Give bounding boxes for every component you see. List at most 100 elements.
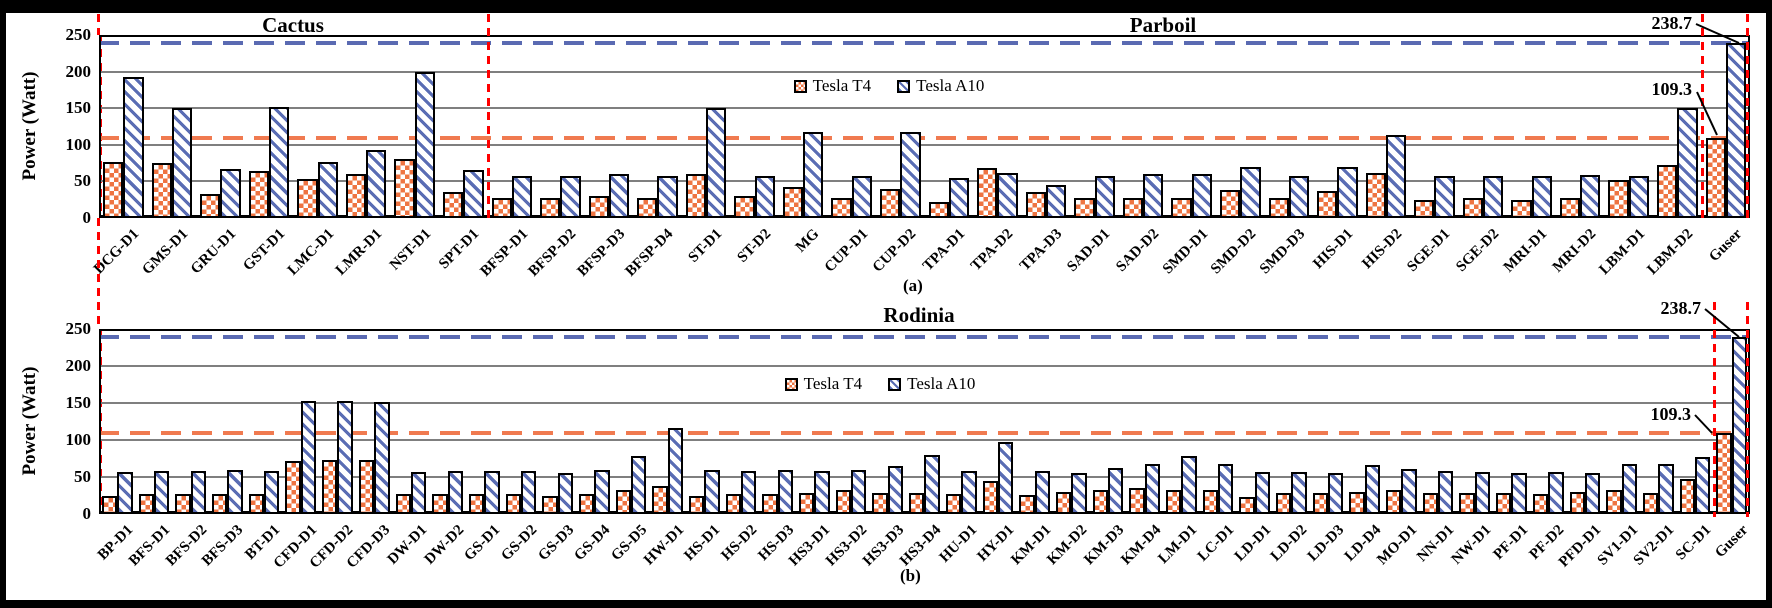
bar-group-bfsp-d4 — [633, 175, 682, 218]
bar-group-gst-d1 — [245, 107, 294, 218]
bar-a-bfsp-d4-tesla-t4 — [637, 197, 658, 218]
bar-group-hs3-d2 — [833, 470, 870, 514]
bar-b-dw-d1-tesla-a10 — [410, 471, 427, 514]
bar-group-pf-d2 — [1530, 471, 1567, 514]
bar-a-spt-d1-tesla-a10 — [463, 169, 484, 218]
plot-top-border — [99, 35, 1750, 37]
bar-a-mri-d2-tesla-a10 — [1580, 174, 1601, 218]
bar-a-cup-d2-tesla-t4 — [880, 188, 901, 218]
bar-b-gs-d5-tesla-t4 — [615, 490, 631, 514]
bar-group-bfsp-d1 — [488, 175, 537, 218]
bar-a-tpa-d1-tesla-t4 — [928, 201, 949, 218]
legend-item-tesla-t4: Tesla T4 — [784, 374, 863, 394]
bar-b-gs-d2-tesla-a10 — [520, 471, 537, 514]
y-tick-label-0: 0 — [82, 208, 92, 227]
bar-a-gru-d1-tesla-a10 — [220, 168, 241, 218]
bar-group-spt-d1 — [439, 169, 488, 218]
bar-b-ld-d2-tesla-t4 — [1276, 493, 1292, 514]
legend-item-tesla-a10: Tesla A10 — [897, 76, 984, 96]
bar-group-bfsp-d3 — [585, 174, 634, 218]
bar-group-his-d1 — [1313, 166, 1362, 218]
bar-b-cfd-d1-tesla-a10 — [300, 400, 317, 514]
bar-a-st-d1-tesla-t4 — [685, 174, 707, 218]
bar-b-mo-d1-tesla-t4 — [1386, 489, 1402, 514]
bar-b-nn-d1-tesla-a10 — [1438, 471, 1454, 514]
bar-b-pfd-d1-tesla-a10 — [1584, 473, 1601, 514]
bar-group-gms-d1 — [148, 108, 197, 218]
bar-group-bfsp-d2 — [536, 175, 585, 218]
bar-b-cfd-d3-tesla-a10 — [374, 401, 390, 514]
bar-b-dw-d1-tesla-t4 — [395, 494, 411, 514]
right-frame-band — [1766, 0, 1772, 608]
bar-group-sad-d2 — [1119, 174, 1168, 218]
bar-b-sv1-d1-tesla-a10 — [1621, 464, 1637, 514]
bar-b-bp-d1-tesla-t4 — [102, 495, 118, 514]
legend-label: Tesla T4 — [803, 374, 863, 393]
bar-b-hs3-d3-tesla-t4 — [872, 493, 888, 514]
bar-a-lbm-d1-tesla-a10 — [1628, 175, 1649, 218]
bar-a-guser-tesla-t4 — [1705, 138, 1726, 218]
bar-a-bfsp-d2-tesla-a10 — [560, 175, 581, 218]
bar-b-guser-tesla-a10 — [1731, 337, 1747, 514]
bar-group-dw-d1 — [393, 471, 430, 514]
plot-area-b — [99, 329, 1750, 514]
bar-group-sge-d1 — [1410, 175, 1459, 218]
bar-group-lm-d1 — [1163, 455, 1200, 514]
bar-group-cfd-d1 — [282, 400, 319, 514]
bar-group-ld-d1 — [1236, 471, 1273, 514]
bar-group-hs3-d3 — [869, 465, 906, 514]
y-tick-label-100: 100 — [65, 430, 92, 449]
bar-a-smd-d1-tesla-a10 — [1191, 174, 1212, 218]
bar-b-dw-d2-tesla-a10 — [447, 471, 463, 514]
bar-group-hs-d2 — [723, 471, 760, 514]
bar-a-nst-d1-tesla-a10 — [414, 71, 435, 218]
y-axis-label-a: Power (Watt) — [19, 71, 40, 181]
bar-a-bfsp-d1-tesla-a10 — [511, 175, 533, 218]
bar-group-gru-d1 — [196, 168, 245, 218]
bar-b-lc-d1-tesla-a10 — [1217, 464, 1234, 514]
red-divider-boundary-33 — [1701, 14, 1705, 221]
bar-group-bp-d1 — [99, 471, 136, 514]
bar-group-mri-d1 — [1507, 176, 1556, 218]
bar-b-bt-d1-tesla-a10 — [264, 471, 280, 514]
bar-b-sv2-d1-tesla-a10 — [1658, 463, 1674, 514]
bar-a-sad-d2-tesla-t4 — [1122, 197, 1144, 218]
bar-group-ld-d4 — [1346, 465, 1383, 514]
bar-b-hu-d1-tesla-t4 — [945, 494, 962, 514]
bar-b-bt-d1-tesla-t4 — [248, 494, 265, 514]
bar-b-pf-d2-tesla-t4 — [1532, 494, 1549, 514]
bar-a-mri-d2-tesla-t4 — [1559, 197, 1581, 218]
bar-group-sad-d1 — [1070, 175, 1119, 218]
bar-group-pf-d1 — [1493, 473, 1530, 514]
bar-a-lbm-d1-tesla-t4 — [1608, 179, 1629, 218]
bar-a-smd-d3-tesla-t4 — [1268, 197, 1289, 218]
red-divider-boundary-34 — [1746, 14, 1749, 221]
bar-a-bfsp-d4-tesla-a10 — [657, 175, 678, 218]
red-divider-boundary-45 — [1746, 302, 1749, 517]
bar-a-mri-d1-tesla-a10 — [1531, 176, 1552, 218]
y-tick-label-150: 150 — [65, 98, 92, 118]
red-divider-boundary-44 — [1713, 302, 1717, 517]
y-axis-label-b: Power (Watt) — [19, 366, 40, 476]
bar-a-bfsp-d1-tesla-t4 — [491, 197, 512, 218]
bar-b-nw-d1-tesla-t4 — [1459, 493, 1475, 514]
bar-a-lbm-d2-tesla-t4 — [1657, 165, 1678, 218]
bar-a-dcg-d1-tesla-t4 — [103, 161, 124, 218]
bar-a-sad-d1-tesla-a10 — [1094, 175, 1115, 218]
bar-group-km-d4 — [1126, 463, 1163, 514]
suite-title-parboil: Parboil — [1129, 13, 1197, 37]
bar-a-mg-tesla-a10 — [803, 132, 824, 218]
bar-a-bfsp-d3-tesla-t4 — [588, 196, 609, 218]
bar-b-ld-d1-tesla-t4 — [1239, 496, 1255, 514]
bar-group-tpa-d3 — [1022, 185, 1071, 218]
bar-a-sge-d1-tesla-a10 — [1434, 175, 1455, 218]
bar-group-smd-d1 — [1167, 174, 1216, 218]
bar-b-bfs-d1-tesla-t4 — [138, 494, 155, 514]
gridline-200 — [99, 365, 1750, 367]
bar-b-nn-d1-tesla-t4 — [1422, 493, 1439, 514]
bar-a-bfsp-d2-tesla-t4 — [540, 197, 561, 218]
bar-group-bfs-d2 — [172, 471, 209, 514]
bar-b-cfd-d2-tesla-t4 — [322, 459, 338, 514]
y-tick-label-200: 200 — [65, 61, 92, 81]
